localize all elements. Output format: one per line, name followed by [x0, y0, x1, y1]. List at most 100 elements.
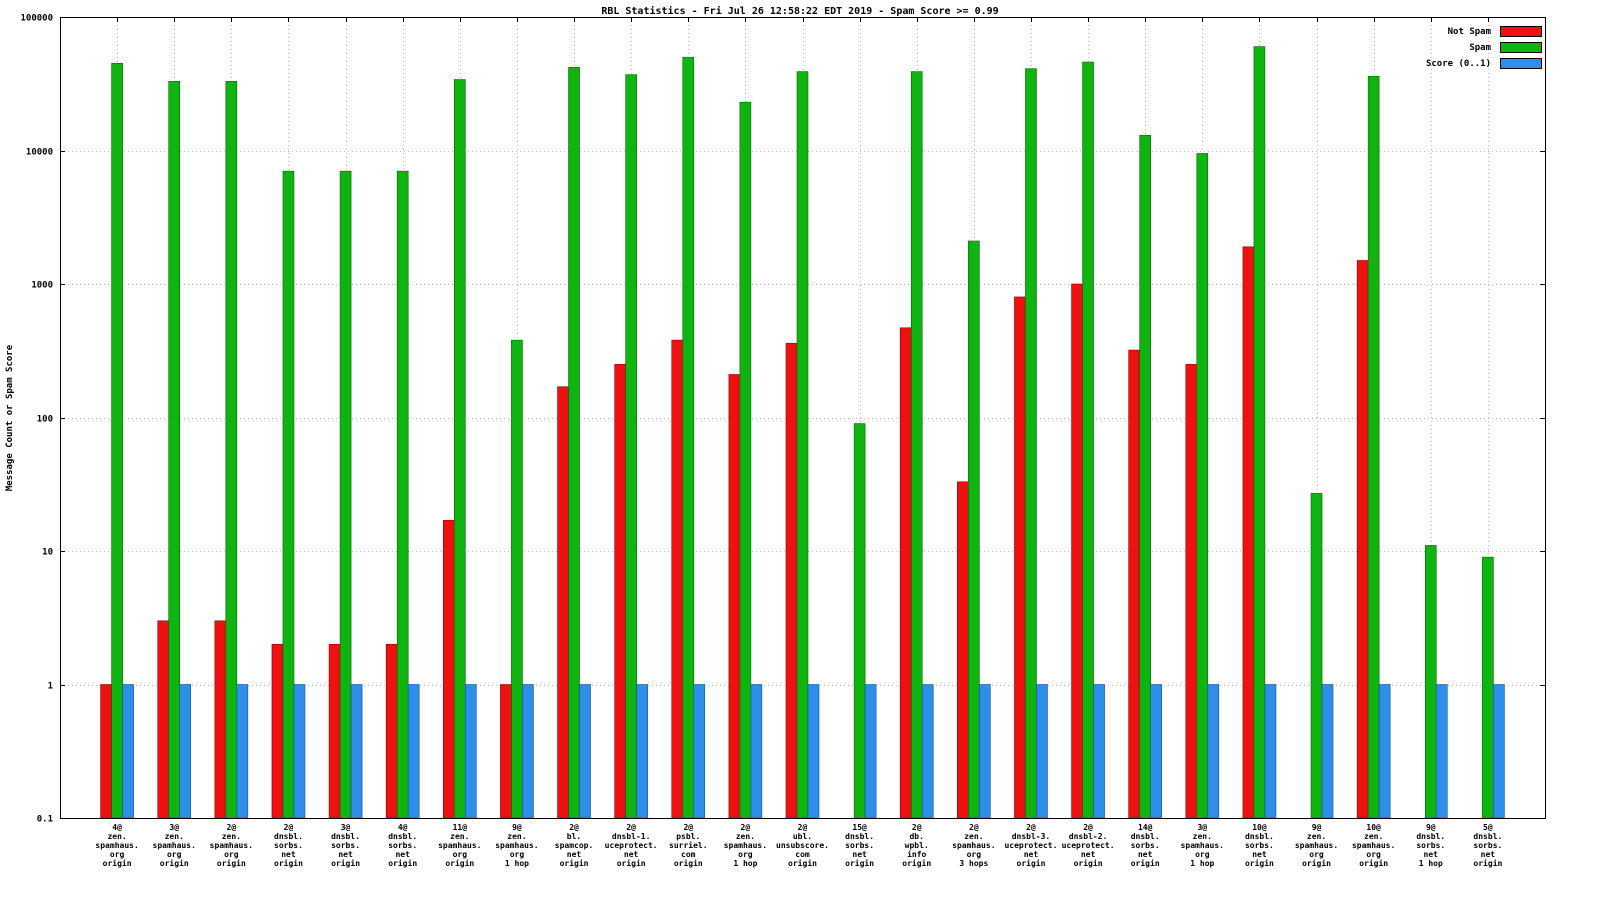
bar-not-spam	[214, 620, 227, 819]
chart-title: RBL Statistics - Fri Jul 26 12:58:22 EDT…	[601, 6, 999, 17]
bar-score-0-1-	[1264, 684, 1277, 819]
bar-spam	[1482, 556, 1494, 819]
x-tick-label: 2@ ubl. unsubscore. com origin	[776, 823, 829, 868]
bar-spam	[111, 62, 123, 819]
bar-score-0-1-	[179, 684, 192, 819]
x-tick-label: 10@ zen. spamhaus. org origin	[1351, 823, 1396, 868]
x-tick-label: 14@ dnsbl. sorbs. net origin	[1130, 823, 1160, 868]
bar-spam	[682, 56, 695, 819]
bar-not-spam	[271, 644, 284, 819]
bar-not-spam	[443, 519, 455, 819]
bar-score-0-1-	[1036, 684, 1048, 819]
bar-spam	[1367, 75, 1380, 819]
bar-score-0-1-	[579, 684, 591, 819]
bar-spam	[1424, 545, 1437, 819]
x-tick-label: 10@ dnsbl. sorbs. net origin	[1244, 823, 1274, 868]
legend-label: Not Spam	[1447, 26, 1491, 37]
bar-not-spam	[899, 327, 912, 819]
plot-border	[60, 17, 1546, 819]
x-tick-label: 2@ dnsbl-3. uceprotect. net origin	[1004, 823, 1058, 868]
bar-score-0-1-	[636, 684, 648, 819]
bar-score-0-1-	[236, 684, 249, 819]
bar-spam	[968, 240, 980, 819]
x-tick-label: 4@ zen. spamhaus. org origin	[95, 823, 139, 868]
bar-spam	[1139, 134, 1151, 819]
legend-swatch	[1500, 26, 1542, 37]
bar-score-0-1-	[750, 684, 763, 819]
legend-item: Not Spam	[1448, 26, 1542, 37]
legend-label: Score (0..1)	[1425, 58, 1491, 69]
x-tick-label: 2@ dnsbl-1. uceprotect. net origin	[604, 823, 658, 868]
bar-spam	[625, 74, 637, 819]
bar-spam	[739, 101, 752, 819]
x-tick-label: 2@ db. wpbl. info origin	[902, 823, 932, 868]
bar-not-spam	[1242, 246, 1255, 819]
y-tick-label: 10	[42, 548, 53, 558]
bar-score-0-1-	[1207, 684, 1220, 819]
bar-score-0-1-	[522, 684, 534, 819]
x-tick-label: 5@ dnsbl. sorbs. net origin	[1473, 823, 1503, 868]
bar-score-0-1-	[1150, 684, 1162, 819]
bar-score-0-1-	[1435, 684, 1448, 819]
bar-not-spam	[157, 620, 170, 819]
bar-not-spam	[614, 364, 626, 819]
bar-score-0-1-	[122, 684, 134, 819]
x-tick-label: 2@ dnsbl. sorbs. net origin	[274, 823, 303, 868]
bar-spam	[282, 170, 295, 819]
x-tick-label: 3@ zen. spamhaus. org 1 hop	[1180, 823, 1224, 868]
bar-spam	[796, 71, 809, 819]
bar-not-spam	[100, 684, 112, 819]
y-tick-label: 1000	[31, 281, 53, 291]
bar-spam	[568, 66, 580, 819]
bar-score-0-1-	[807, 684, 820, 819]
y-tick-label: 0.1	[37, 815, 53, 825]
bar-score-0-1-	[864, 684, 877, 819]
bar-spam	[511, 339, 523, 819]
bar-not-spam	[1356, 260, 1369, 819]
x-tick-label: 2@ zen. spamhaus. org 1 hop	[723, 823, 768, 868]
bar-score-0-1-	[465, 684, 477, 819]
legend: Not Spam Spam Score (0..1)	[1426, 26, 1542, 69]
x-tick-label: 2@ psbl. surriel. com origin	[669, 823, 708, 868]
x-tick-label: 11@ zen. spamhaus. org origin	[438, 823, 482, 868]
bar-not-spam	[557, 386, 569, 819]
x-tick-label: 2@ zen. spamhaus. org origin	[209, 823, 254, 868]
bar-not-spam	[728, 374, 741, 819]
bar-spam	[1310, 493, 1323, 819]
bar-spam	[168, 80, 181, 819]
y-tick-label: 100	[37, 415, 53, 425]
bar-not-spam	[328, 644, 341, 819]
bar-not-spam	[1071, 283, 1083, 819]
legend-label: Spam	[1469, 42, 1491, 53]
bar-spam	[339, 170, 352, 819]
bar-not-spam	[1185, 364, 1198, 819]
bar-score-0-1-	[1378, 684, 1391, 819]
bar-spam	[1025, 68, 1037, 819]
y-tick-label: 1	[48, 682, 53, 692]
bar-not-spam	[1014, 296, 1026, 819]
x-tick-label: 9@ zen. spamhaus. org origin	[1294, 823, 1339, 868]
bar-not-spam	[785, 342, 798, 819]
bar-not-spam	[385, 644, 398, 819]
x-tick-label: 2@ dnsbl-2. uceprotect. net origin	[1061, 823, 1115, 868]
bar-score-0-1-	[1321, 684, 1334, 819]
bar-score-0-1-	[979, 684, 991, 819]
legend-item: Score (0..1)	[1426, 58, 1542, 69]
bar-score-0-1-	[293, 684, 306, 819]
legend-swatch	[1500, 58, 1542, 69]
bar-not-spam	[957, 481, 969, 819]
bar-spam	[853, 423, 866, 819]
bar-score-0-1-	[921, 684, 934, 819]
x-tick-label: 9@ zen. spamhaus. org 1 hop	[495, 823, 539, 868]
y-tick-label: 100000	[20, 14, 53, 24]
bar-spam	[1253, 46, 1266, 819]
x-tick-label: 3@ dnsbl. sorbs. net origin	[331, 823, 361, 868]
bar-spam	[1082, 61, 1094, 819]
bar-score-0-1-	[1493, 684, 1505, 819]
bar-not-spam	[500, 684, 512, 819]
bar-spam	[1196, 153, 1209, 819]
y-tick-label: 10000	[26, 148, 53, 158]
x-tick-label: 9@ dnsbl. sorbs. net 1 hop	[1416, 823, 1446, 868]
